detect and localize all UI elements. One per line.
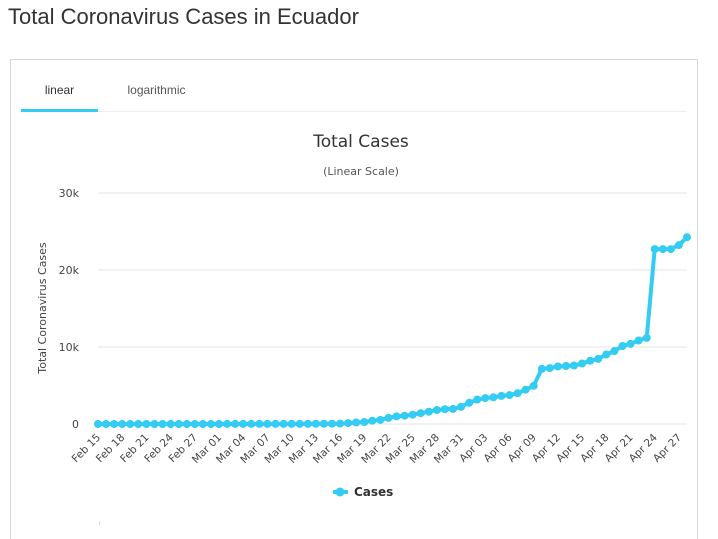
data-point: [505, 391, 514, 400]
data-point: [198, 420, 207, 428]
data-point: [287, 419, 296, 428]
legend[interactable]: Cases: [333, 485, 393, 499]
data-point: [594, 354, 603, 363]
data-point: [328, 419, 336, 428]
data-point: [481, 394, 490, 403]
data-point: [271, 419, 280, 428]
y-tick-label: 0: [72, 418, 79, 431]
data-point: [110, 420, 119, 428]
data-point: [150, 420, 159, 428]
data-point: [432, 406, 441, 414]
data-point: [142, 420, 151, 428]
divider: [99, 521, 100, 525]
data-point: [344, 419, 353, 428]
data-point: [416, 409, 425, 418]
data-point: [529, 381, 538, 390]
data-point: [231, 419, 240, 428]
data-point: [239, 419, 248, 428]
data-point: [94, 420, 102, 428]
data-point: [457, 402, 466, 411]
tab-logarithmic[interactable]: logarithmic: [127, 83, 186, 97]
chart-subtitle: (Linear Scale): [323, 165, 399, 178]
data-point: [134, 420, 143, 428]
data-point: [303, 419, 312, 428]
data-point: [465, 398, 474, 407]
data-point: [513, 389, 522, 398]
data-point: [247, 419, 256, 428]
data-point: [674, 241, 683, 250]
data-point: [384, 413, 393, 422]
data-point: [400, 411, 409, 420]
data-point: [578, 359, 587, 368]
data-point: [360, 418, 369, 426]
chart-panel: linear logarithmic: [10, 59, 698, 539]
data-point: [650, 245, 659, 254]
data-point: [489, 393, 498, 402]
series-cases: [94, 233, 691, 428]
y-tick-label: 30k: [59, 187, 80, 200]
data-point: [626, 339, 635, 348]
data-point: [182, 420, 191, 428]
data-point: [311, 419, 320, 428]
data-point: [634, 336, 643, 345]
data-point: [190, 420, 199, 428]
data-point: [319, 419, 328, 428]
scale-tabs: linear logarithmic: [21, 76, 687, 112]
data-point: [118, 420, 127, 428]
data-point: [336, 419, 345, 428]
y-axis-ticks: 0 10k 20k 30k: [59, 187, 80, 431]
data-point: [666, 245, 675, 254]
y-tick-label: 20k: [59, 264, 80, 277]
data-point: [295, 419, 304, 428]
data-point: [392, 412, 401, 421]
data-point: [642, 333, 651, 342]
data-point: [618, 342, 627, 350]
legend-marker: [335, 487, 345, 497]
total-cases-chart: Total Cases (Linear Scale) Total Coronav…: [36, 132, 691, 499]
data-point: [610, 347, 619, 356]
data-point: [215, 420, 223, 428]
data-point: [174, 420, 183, 428]
data-point: [352, 418, 361, 427]
series-line: [96, 235, 689, 426]
data-point: [553, 362, 562, 371]
data-point: [368, 416, 377, 425]
data-point: [424, 407, 433, 416]
data-point: [102, 420, 111, 428]
data-point: [158, 420, 167, 428]
data-point: [537, 364, 546, 373]
data-point: [562, 362, 570, 370]
data-point: [263, 419, 272, 428]
data-point: [602, 350, 611, 359]
data-point: [279, 419, 288, 428]
data-point: [521, 385, 530, 394]
data-point: [126, 420, 135, 428]
data-point: [255, 419, 264, 428]
data-point: [683, 233, 691, 242]
data-point: [207, 420, 215, 428]
data-point: [376, 415, 385, 424]
legend-label: Cases: [354, 485, 393, 499]
data-point: [449, 404, 457, 413]
data-point: [408, 410, 417, 419]
grid-lines: [98, 192, 687, 425]
data-point: [658, 245, 667, 254]
data-point: [570, 361, 578, 370]
data-point: [586, 356, 595, 365]
y-tick-label: 10k: [59, 341, 80, 354]
data-point: [166, 420, 175, 428]
data-point: [473, 395, 482, 404]
y-axis-label: Total Coronavirus Cases: [36, 242, 49, 375]
data-point: [440, 405, 449, 414]
data-point: [545, 364, 554, 373]
data-point: [223, 419, 232, 428]
tab-linear[interactable]: linear: [21, 76, 98, 112]
page-title: Total Coronavirus Cases in Ecuador: [8, 4, 359, 29]
data-point: [497, 391, 506, 400]
chart-title: Total Cases: [312, 132, 409, 152]
